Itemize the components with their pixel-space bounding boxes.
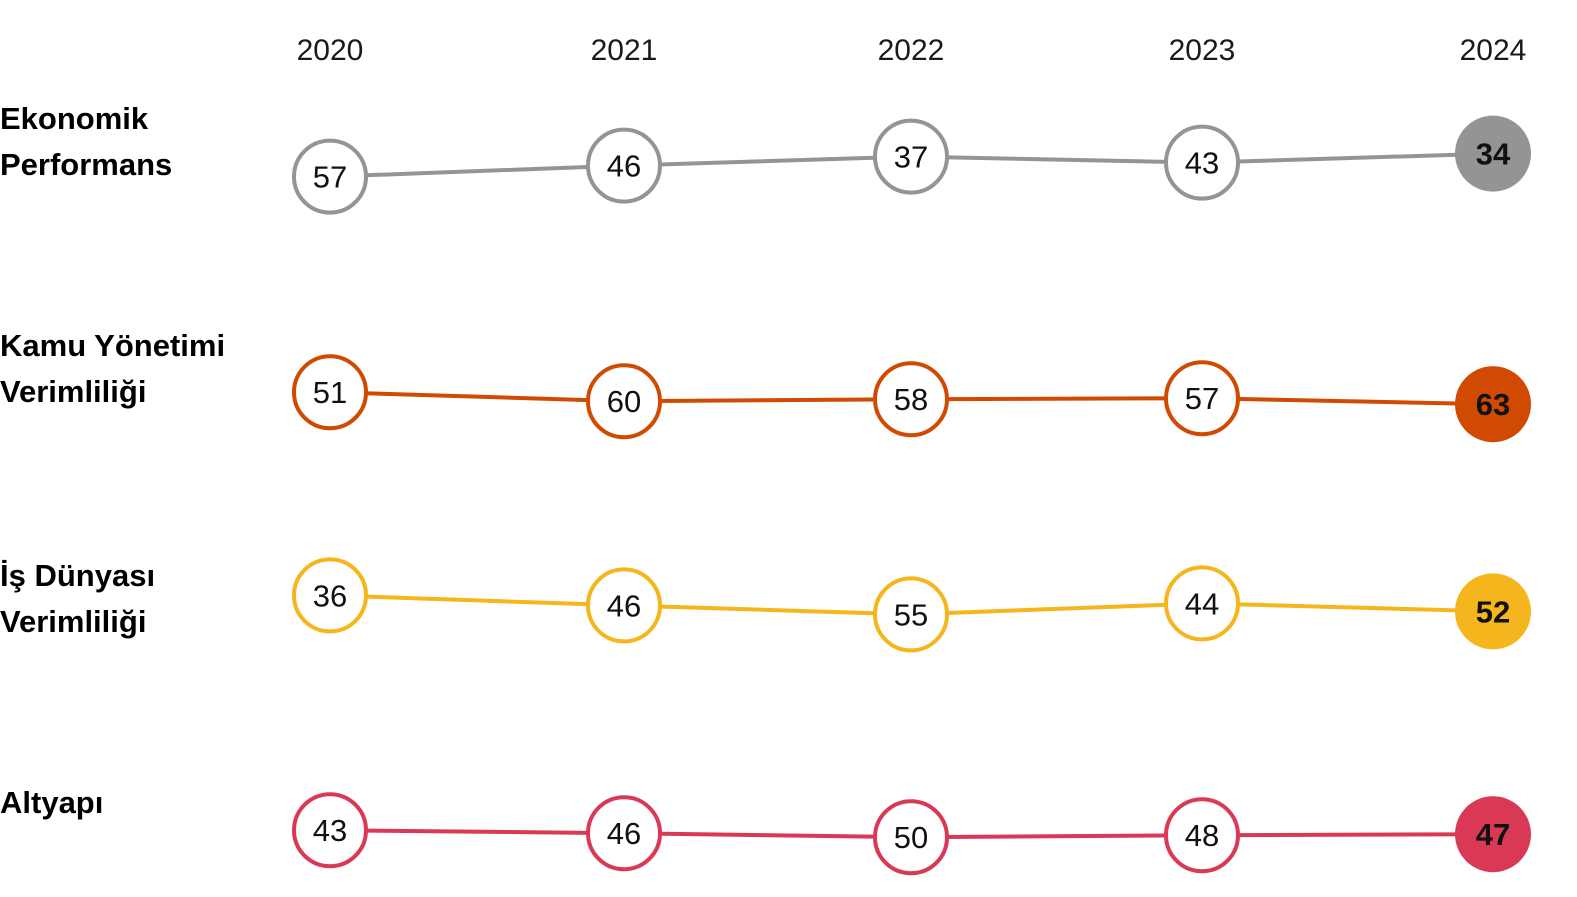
- point-value-2-0: 36: [313, 578, 347, 613]
- point-marker-0-3: [1164, 124, 1240, 201]
- point-value-2-2: 55: [894, 597, 928, 632]
- year-label-2021: 2021: [591, 34, 658, 67]
- point-marker-2-2: [873, 576, 949, 653]
- series-row-0: Ekonomik Performans 57 46 37 43 34: [0, 101, 1531, 215]
- series-row-2: İş Dünyası Verimliliği 36 46 55 44 52: [0, 557, 1531, 653]
- point-marker-0-1: [586, 127, 662, 204]
- point-value-3-2: 50: [894, 820, 928, 855]
- point-marker-2-0: [292, 557, 368, 634]
- point-value-2-3: 44: [1185, 586, 1219, 621]
- point-marker-1-4: [1455, 366, 1531, 443]
- series-label-0: Ekonomik Performans: [0, 101, 172, 182]
- series-rows: Ekonomik Performans 57 46 37 43 34 Kamu Yönetim…: [0, 101, 1531, 876]
- year-label-2023: 2023: [1169, 34, 1236, 67]
- point-value-2-4: 52: [1476, 594, 1510, 629]
- point-marker-2-1: [586, 567, 662, 644]
- point-value-3-4: 47: [1476, 817, 1510, 852]
- point-marker-3-4: [1455, 796, 1531, 873]
- point-marker-0-0: [292, 138, 368, 215]
- point-value-2-1: 46: [607, 588, 641, 623]
- series-row-3: Altyapı 43 46 50 48 47: [0, 785, 1531, 876]
- point-marker-3-2: [873, 799, 949, 876]
- point-value-0-3: 43: [1185, 146, 1219, 181]
- point-value-1-4: 63: [1476, 387, 1510, 422]
- point-marker-0-2: [873, 118, 949, 195]
- point-marker-3-1: [586, 795, 662, 872]
- point-value-0-1: 46: [607, 149, 641, 184]
- point-marker-1-2: [873, 361, 949, 438]
- point-value-1-1: 60: [607, 384, 641, 419]
- year-label-2022: 2022: [878, 34, 945, 67]
- series-label-1: Kamu Yönetimi Verimliliği: [0, 328, 225, 409]
- point-marker-3-3: [1164, 797, 1240, 874]
- year-label-2020: 2020: [297, 34, 364, 67]
- point-value-1-3: 57: [1185, 381, 1219, 416]
- point-marker-1-0: [292, 354, 368, 431]
- point-marker-0-4: [1455, 115, 1531, 192]
- point-marker-1-3: [1164, 360, 1240, 437]
- point-value-0-2: 37: [894, 140, 928, 175]
- point-value-0-0: 57: [313, 160, 347, 195]
- point-value-1-2: 58: [894, 382, 928, 417]
- point-value-3-0: 43: [313, 813, 347, 848]
- series-label-3: Altyapı: [0, 785, 103, 820]
- point-value-3-1: 46: [607, 816, 641, 851]
- point-marker-1-1: [586, 363, 662, 440]
- year-axis: 2020 2021 2022 2023 2024: [297, 34, 1527, 67]
- year-label-2024: 2024: [1460, 34, 1527, 67]
- point-marker-2-4: [1455, 573, 1531, 650]
- series-label-2: İş Dünyası Verimliliği: [0, 558, 155, 639]
- point-marker-2-3: [1164, 565, 1240, 642]
- series-row-1: Kamu Yönetimi Verimliliği 51 60 58 57 63: [0, 328, 1531, 443]
- point-value-3-3: 48: [1185, 818, 1219, 853]
- point-marker-3-0: [292, 792, 368, 869]
- point-value-1-0: 51: [313, 375, 347, 410]
- point-value-0-4: 34: [1476, 137, 1511, 172]
